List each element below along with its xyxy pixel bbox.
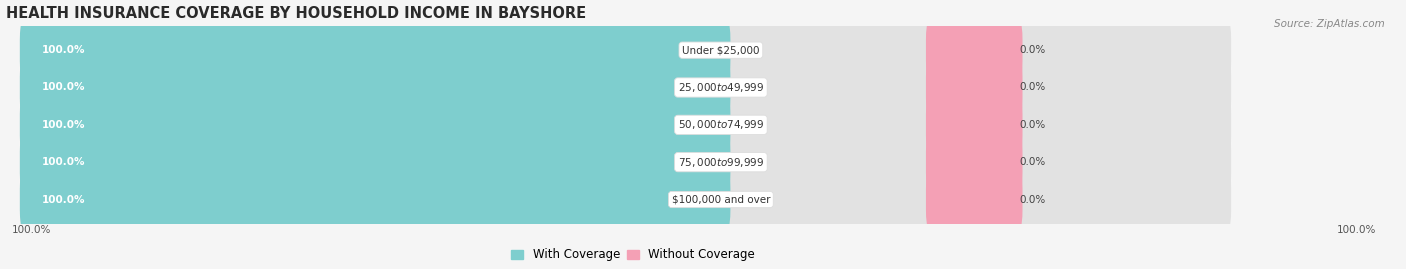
FancyBboxPatch shape (20, 10, 731, 90)
Text: 0.0%: 0.0% (1019, 157, 1045, 167)
FancyBboxPatch shape (927, 85, 1022, 165)
Text: HEALTH INSURANCE COVERAGE BY HOUSEHOLD INCOME IN BAYSHORE: HEALTH INSURANCE COVERAGE BY HOUSEHOLD I… (6, 6, 586, 20)
Text: 0.0%: 0.0% (1019, 45, 1045, 55)
Legend: With Coverage, Without Coverage: With Coverage, Without Coverage (512, 248, 755, 261)
Text: 100.0%: 100.0% (41, 83, 84, 93)
Text: 100.0%: 100.0% (41, 157, 84, 167)
FancyBboxPatch shape (20, 10, 1232, 90)
Text: 100.0%: 100.0% (41, 194, 84, 204)
FancyBboxPatch shape (927, 122, 1022, 202)
Text: 0.0%: 0.0% (1019, 194, 1045, 204)
Text: 0.0%: 0.0% (1019, 120, 1045, 130)
Text: Under $25,000: Under $25,000 (682, 45, 759, 55)
Text: 100.0%: 100.0% (41, 45, 84, 55)
Text: $25,000 to $49,999: $25,000 to $49,999 (678, 81, 763, 94)
FancyBboxPatch shape (20, 159, 1232, 240)
FancyBboxPatch shape (20, 47, 1232, 128)
FancyBboxPatch shape (20, 85, 1232, 165)
Text: $100,000 and over: $100,000 and over (672, 194, 770, 204)
FancyBboxPatch shape (20, 85, 731, 165)
FancyBboxPatch shape (20, 122, 731, 202)
Text: 100.0%: 100.0% (1337, 225, 1376, 235)
FancyBboxPatch shape (927, 10, 1022, 90)
FancyBboxPatch shape (20, 159, 731, 240)
Text: $75,000 to $99,999: $75,000 to $99,999 (678, 156, 763, 169)
FancyBboxPatch shape (927, 159, 1022, 240)
Text: 100.0%: 100.0% (11, 225, 51, 235)
FancyBboxPatch shape (927, 47, 1022, 128)
Text: $50,000 to $74,999: $50,000 to $74,999 (678, 118, 763, 131)
FancyBboxPatch shape (20, 122, 1232, 202)
Text: 0.0%: 0.0% (1019, 83, 1045, 93)
Text: Source: ZipAtlas.com: Source: ZipAtlas.com (1274, 19, 1385, 29)
Text: 100.0%: 100.0% (41, 120, 84, 130)
FancyBboxPatch shape (20, 47, 731, 128)
